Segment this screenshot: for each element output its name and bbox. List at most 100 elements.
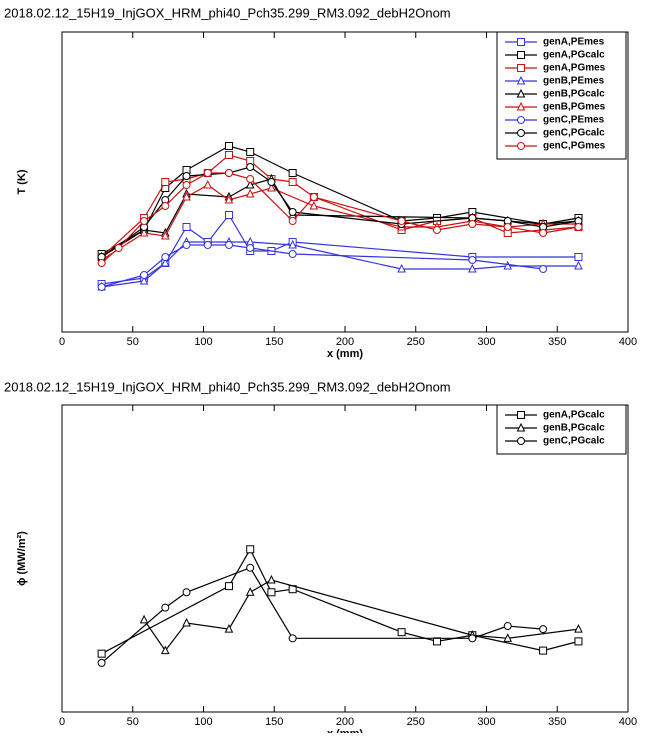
legend-label: genC,PGcalc — [543, 436, 605, 447]
x-tick-label: 400 — [619, 716, 637, 728]
series-line — [101, 548, 579, 655]
data-point — [160, 230, 170, 240]
x-tick-label: 350 — [548, 716, 566, 728]
data-point — [246, 563, 255, 572]
legend-label: genB,PEmes — [543, 76, 605, 87]
legend-marker — [517, 38, 525, 46]
data-point — [139, 227, 149, 237]
legend-marker — [517, 142, 525, 150]
data-point — [309, 200, 319, 210]
data-point — [288, 634, 297, 643]
data-point — [161, 178, 170, 186]
series-line — [101, 244, 544, 288]
data-point — [97, 649, 106, 658]
data-point — [574, 623, 583, 633]
data-point — [224, 211, 233, 219]
data-point — [182, 172, 191, 180]
legend-label: genC,PEmes — [543, 115, 605, 126]
data-point — [224, 142, 233, 150]
legend-marker — [516, 422, 526, 432]
data-point — [503, 622, 512, 631]
data-point — [288, 239, 297, 249]
data-point — [288, 217, 297, 225]
chart-title: 2018.02.12_15H19_InjGOX_HRM_phi40_Pch35.… — [4, 5, 451, 20]
data-point — [140, 217, 149, 225]
data-point — [203, 169, 212, 177]
legend-label: genA,PGcalc — [543, 410, 605, 421]
data-point — [309, 193, 318, 201]
y-axis-label: T (K) — [16, 169, 28, 194]
series-line — [101, 154, 579, 258]
data-point — [267, 182, 276, 192]
data-point — [140, 271, 149, 279]
legend-label: genA,PGmes — [543, 63, 606, 74]
data-point — [432, 637, 441, 646]
data-point — [246, 175, 255, 183]
data-point — [160, 257, 170, 267]
x-axis-label: x (mm) — [327, 348, 363, 360]
data-point — [574, 253, 583, 261]
data-point — [468, 263, 477, 273]
x-tick-label: 350 — [548, 336, 566, 348]
x-tick-label: 150 — [265, 716, 283, 728]
data-point — [246, 148, 255, 156]
data-point — [139, 275, 149, 285]
legend-label: genA,PGcalc — [543, 50, 605, 61]
legend-marker — [517, 51, 525, 59]
data-point — [224, 151, 233, 159]
x-tick-label: 0 — [59, 716, 65, 728]
legend-marker — [516, 88, 526, 98]
data-point — [503, 260, 513, 270]
x-tick-label: 200 — [336, 336, 354, 348]
x-tick-label: 50 — [127, 336, 139, 348]
data-point — [246, 163, 255, 171]
data-point — [468, 220, 477, 228]
data-point — [224, 582, 233, 591]
x-tick-label: 50 — [127, 716, 139, 728]
data-point — [288, 250, 297, 258]
x-tick-label: 0 — [59, 336, 65, 348]
x-axis-label: x (mm) — [327, 728, 363, 733]
series-line — [101, 145, 579, 255]
x-tick-label: 200 — [336, 716, 354, 728]
legend-marker — [517, 116, 525, 124]
legend-label: genB,PGcalc — [543, 89, 605, 100]
data-point — [139, 614, 149, 624]
data-point — [161, 253, 170, 261]
data-point — [539, 625, 548, 634]
data-point — [161, 202, 170, 210]
y-axis-label: ϕ (MW/m²) — [16, 531, 28, 586]
x-tick-label: 100 — [194, 336, 212, 348]
data-point — [468, 256, 477, 264]
data-point — [160, 645, 170, 655]
series-line — [101, 172, 579, 264]
data-point — [539, 229, 548, 237]
data-point — [397, 217, 406, 225]
data-point — [397, 628, 406, 637]
x-tick-label: 150 — [265, 336, 283, 348]
data-point — [267, 178, 276, 186]
legend-marker — [517, 437, 525, 445]
data-point — [182, 181, 191, 189]
x-tick-label: 300 — [477, 336, 495, 348]
x-tick-label: 250 — [407, 336, 425, 348]
x-tick-label: 400 — [619, 336, 637, 348]
series-line — [143, 579, 579, 652]
data-point — [539, 265, 548, 273]
legend-marker — [517, 411, 525, 419]
data-point — [97, 658, 106, 667]
data-point — [288, 169, 297, 177]
data-point — [245, 587, 255, 596]
data-point — [245, 188, 255, 198]
data-point — [288, 208, 297, 216]
data-point — [432, 226, 441, 234]
data-point — [539, 646, 548, 655]
legend-label: genB,PGcalc — [543, 423, 605, 434]
legend-marker — [517, 64, 525, 72]
data-point — [182, 223, 191, 231]
data-point — [161, 603, 170, 612]
data-point — [397, 263, 406, 273]
data-point — [245, 179, 255, 189]
legend-label: genC,PGcalc — [543, 128, 605, 139]
